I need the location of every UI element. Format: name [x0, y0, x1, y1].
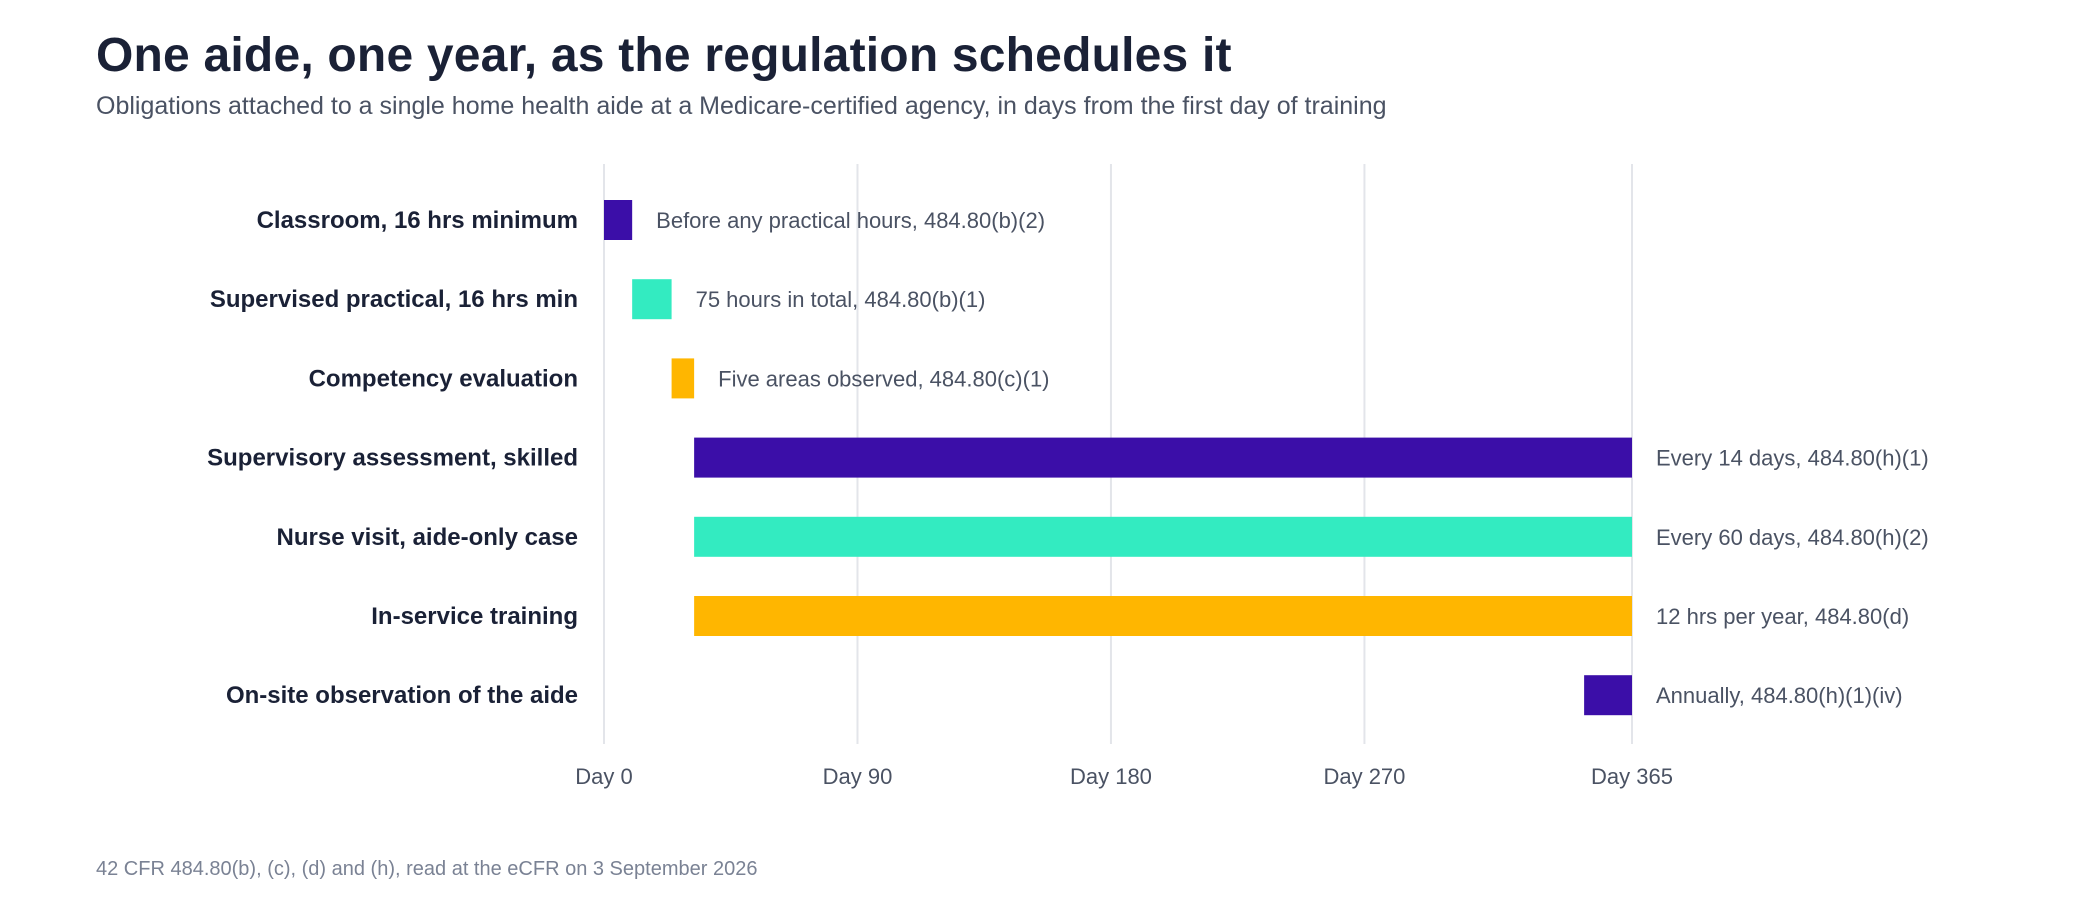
- bar-annotation: 75 hours in total, 484.80(b)(1): [696, 287, 986, 312]
- bar-5: [694, 596, 1632, 636]
- category-label: Competency evaluation: [309, 365, 578, 392]
- category-label: Supervisory assessment, skilled: [207, 445, 578, 472]
- chart-subtitle: Obligations attached to a single home he…: [96, 92, 1387, 120]
- bars: [604, 200, 1632, 716]
- x-tick-label: Day 180: [1070, 764, 1152, 789]
- category-label: Classroom, 16 hrs minimum: [257, 207, 578, 234]
- chart-title: One aide, one year, as the regulation sc…: [96, 29, 1232, 82]
- labels: Day 0 Day 90 Day 180 Day 270 Day 365 Classroo…: [207, 207, 1929, 789]
- x-tick-label: Day 0: [575, 764, 632, 789]
- category-label: Supervised practical, 16 hrs min: [210, 286, 578, 313]
- bar-annotation: Every 14 days, 484.80(h)(1): [1656, 446, 1929, 471]
- x-tick-label: Day 90: [823, 764, 893, 789]
- bar-1: [632, 279, 672, 320]
- bar-annotation: Before any practical hours, 484.80(b)(2): [656, 208, 1045, 233]
- bar-2: [671, 358, 695, 399]
- bar-0: [604, 200, 633, 240]
- x-tick-label: Day 270: [1323, 764, 1405, 789]
- bar-annotation: 12 hrs per year, 484.80(d): [1656, 604, 1909, 629]
- category-label: Nurse visit, aide-only case: [277, 524, 578, 551]
- source-note: 42 CFR 484.80(b), (c), (d) and (h), read…: [96, 858, 758, 880]
- bar-6: [1584, 675, 1632, 716]
- bar-annotation: Five areas observed, 484.80(c)(1): [718, 366, 1049, 391]
- bar-4: [694, 516, 1632, 557]
- x-tick-label: Day 365: [1591, 764, 1673, 789]
- category-label: In-service training: [371, 603, 578, 630]
- bar-3: [694, 437, 1632, 478]
- category-label: On-site observation of the aide: [226, 682, 578, 709]
- bar-annotation: Every 60 days, 484.80(h)(2): [1656, 525, 1929, 550]
- bar-annotation: Annually, 484.80(h)(1)(iv): [1656, 683, 1903, 708]
- timeline-chart: Day 0 Day 90 Day 180 Day 270 Day 365 Classroo…: [207, 164, 1929, 789]
